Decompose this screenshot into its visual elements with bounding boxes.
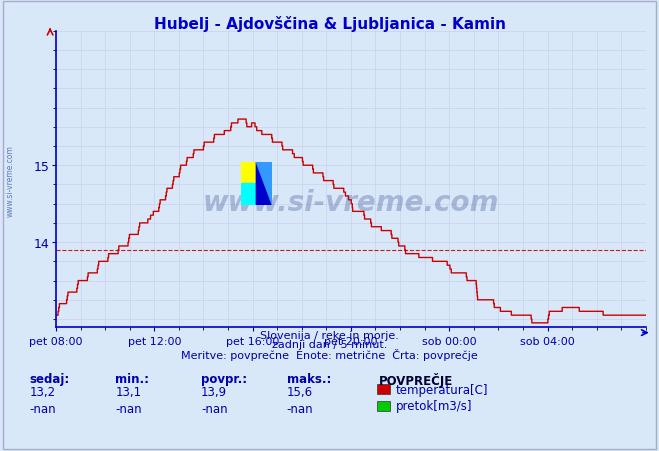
Text: Meritve: povprečne  Enote: metrične  Črta: povprečje: Meritve: povprečne Enote: metrične Črta:… bbox=[181, 348, 478, 360]
Text: povpr.:: povpr.: bbox=[201, 372, 247, 385]
Text: sedaj:: sedaj: bbox=[30, 372, 70, 385]
Text: min.:: min.: bbox=[115, 372, 150, 385]
Text: 15,6: 15,6 bbox=[287, 386, 313, 399]
Polygon shape bbox=[256, 162, 272, 205]
Text: -nan: -nan bbox=[115, 402, 142, 415]
Text: www.si-vreme.com: www.si-vreme.com bbox=[203, 189, 499, 217]
Text: zadnji dan / 5 minut.: zadnji dan / 5 minut. bbox=[272, 339, 387, 349]
Text: www.si-vreme.com: www.si-vreme.com bbox=[5, 144, 14, 216]
Text: POVPREČJE: POVPREČJE bbox=[379, 372, 453, 387]
Text: temperatura[C]: temperatura[C] bbox=[395, 383, 488, 396]
Polygon shape bbox=[241, 184, 256, 205]
Text: 13,1: 13,1 bbox=[115, 386, 142, 399]
Text: pretok[m3/s]: pretok[m3/s] bbox=[395, 400, 472, 412]
Text: maks.:: maks.: bbox=[287, 372, 331, 385]
Text: 13,2: 13,2 bbox=[30, 386, 56, 399]
Text: -nan: -nan bbox=[30, 402, 56, 415]
Text: 13,9: 13,9 bbox=[201, 386, 227, 399]
Text: Slovenija / reke in morje.: Slovenija / reke in morje. bbox=[260, 330, 399, 340]
Text: Hubelj - Ajdovščina & Ljubljanica - Kamin: Hubelj - Ajdovščina & Ljubljanica - Kami… bbox=[154, 16, 505, 32]
Text: -nan: -nan bbox=[287, 402, 313, 415]
Text: -nan: -nan bbox=[201, 402, 227, 415]
Polygon shape bbox=[256, 162, 272, 205]
Polygon shape bbox=[241, 162, 256, 184]
